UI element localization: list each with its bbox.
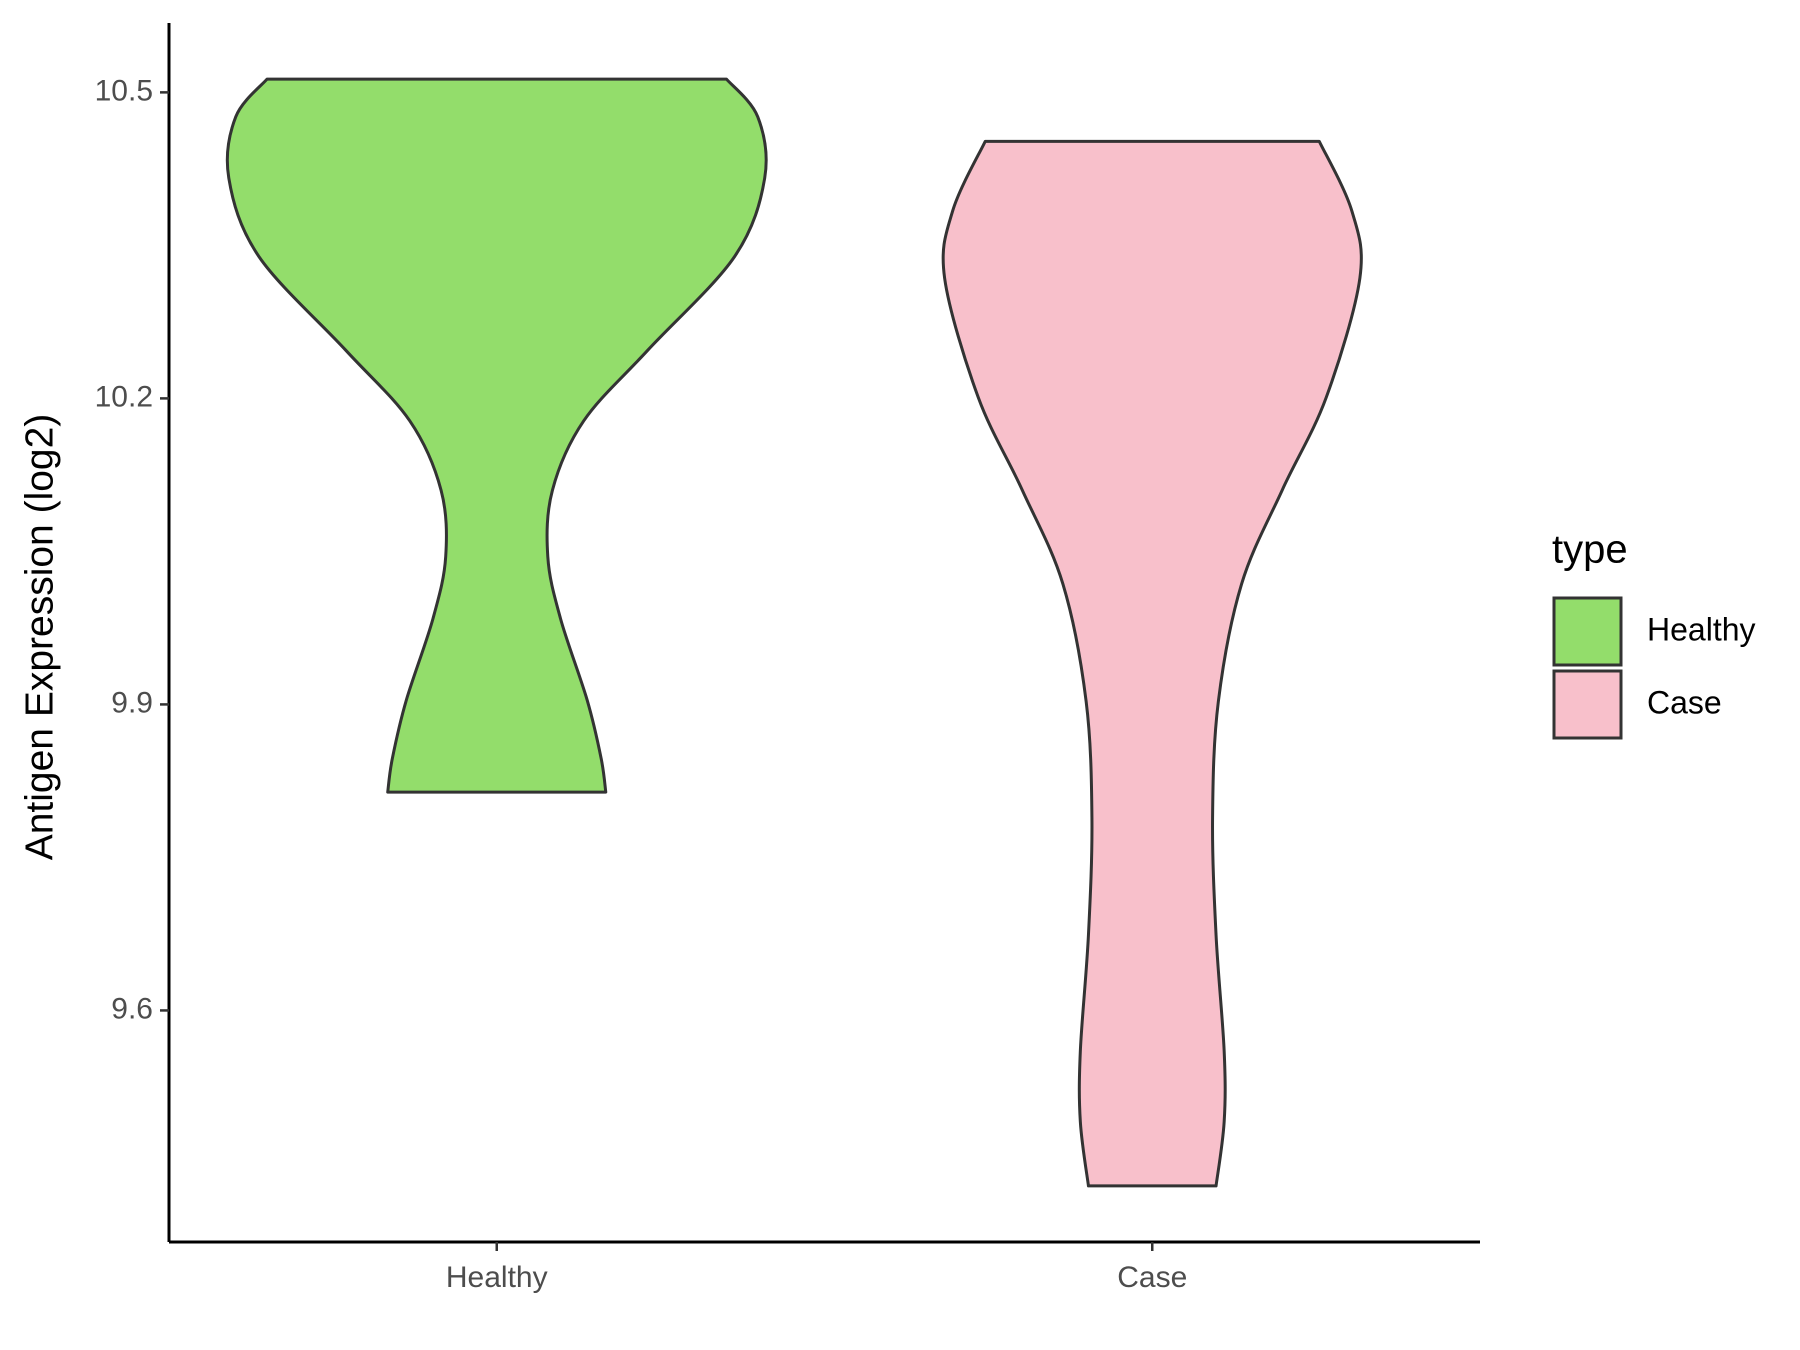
x-tick-label: Healthy <box>446 1261 548 1294</box>
legend-label: Case <box>1647 684 1722 720</box>
violin <box>941 139 1363 1188</box>
y-tick-label: 10.5 <box>95 74 153 107</box>
x-tick-label: Case <box>1117 1261 1187 1294</box>
legend-key <box>1552 669 1623 740</box>
legend-title: type <box>1552 528 1628 572</box>
legend-label: Healthy <box>1647 611 1756 647</box>
y-tick-label: 9.9 <box>111 686 153 719</box>
y-tick-label: 9.6 <box>111 992 153 1025</box>
violin <box>225 77 768 794</box>
legend-key <box>1552 596 1623 667</box>
y-axis-title: Antigen Expression (log2) <box>18 414 61 861</box>
y-tick-label: 10.2 <box>95 380 153 413</box>
